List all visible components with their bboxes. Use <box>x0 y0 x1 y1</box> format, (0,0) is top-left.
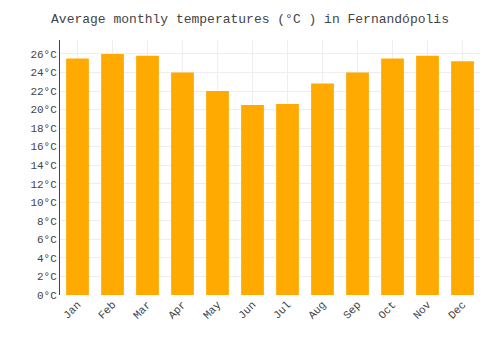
svg-text:May: May <box>201 299 224 322</box>
svg-text:Apr: Apr <box>166 299 188 321</box>
svg-text:Jun: Jun <box>236 299 258 321</box>
svg-text:Sep: Sep <box>341 299 363 321</box>
svg-text:14°C: 14°C <box>30 160 57 172</box>
svg-text:12°C: 12°C <box>30 179 57 191</box>
svg-text:Feb: Feb <box>96 299 118 321</box>
svg-text:22°C: 22°C <box>30 86 57 98</box>
svg-text:4°C: 4°C <box>37 253 57 265</box>
svg-text:Mar: Mar <box>131 299 153 321</box>
svg-text:Average monthly temperatures (: Average monthly temperatures (°C ) in Fe… <box>51 12 449 27</box>
svg-text:16°C: 16°C <box>30 141 57 153</box>
svg-text:Oct: Oct <box>376 299 398 321</box>
svg-text:2°C: 2°C <box>37 271 57 283</box>
svg-text:8°C: 8°C <box>37 216 57 228</box>
svg-text:6°C: 6°C <box>37 234 57 246</box>
svg-text:Jan: Jan <box>61 299 83 321</box>
svg-text:Aug: Aug <box>306 299 328 321</box>
svg-text:0°C: 0°C <box>37 290 57 302</box>
svg-text:18°C: 18°C <box>30 123 57 135</box>
svg-text:20°C: 20°C <box>30 104 57 116</box>
svg-text:Nov: Nov <box>411 299 434 322</box>
svg-text:10°C: 10°C <box>30 197 57 209</box>
svg-text:Jul: Jul <box>271 299 293 321</box>
svg-text:26°C: 26°C <box>30 49 57 61</box>
svg-text:24°C: 24°C <box>30 67 57 79</box>
svg-text:Dec: Dec <box>446 299 468 321</box>
